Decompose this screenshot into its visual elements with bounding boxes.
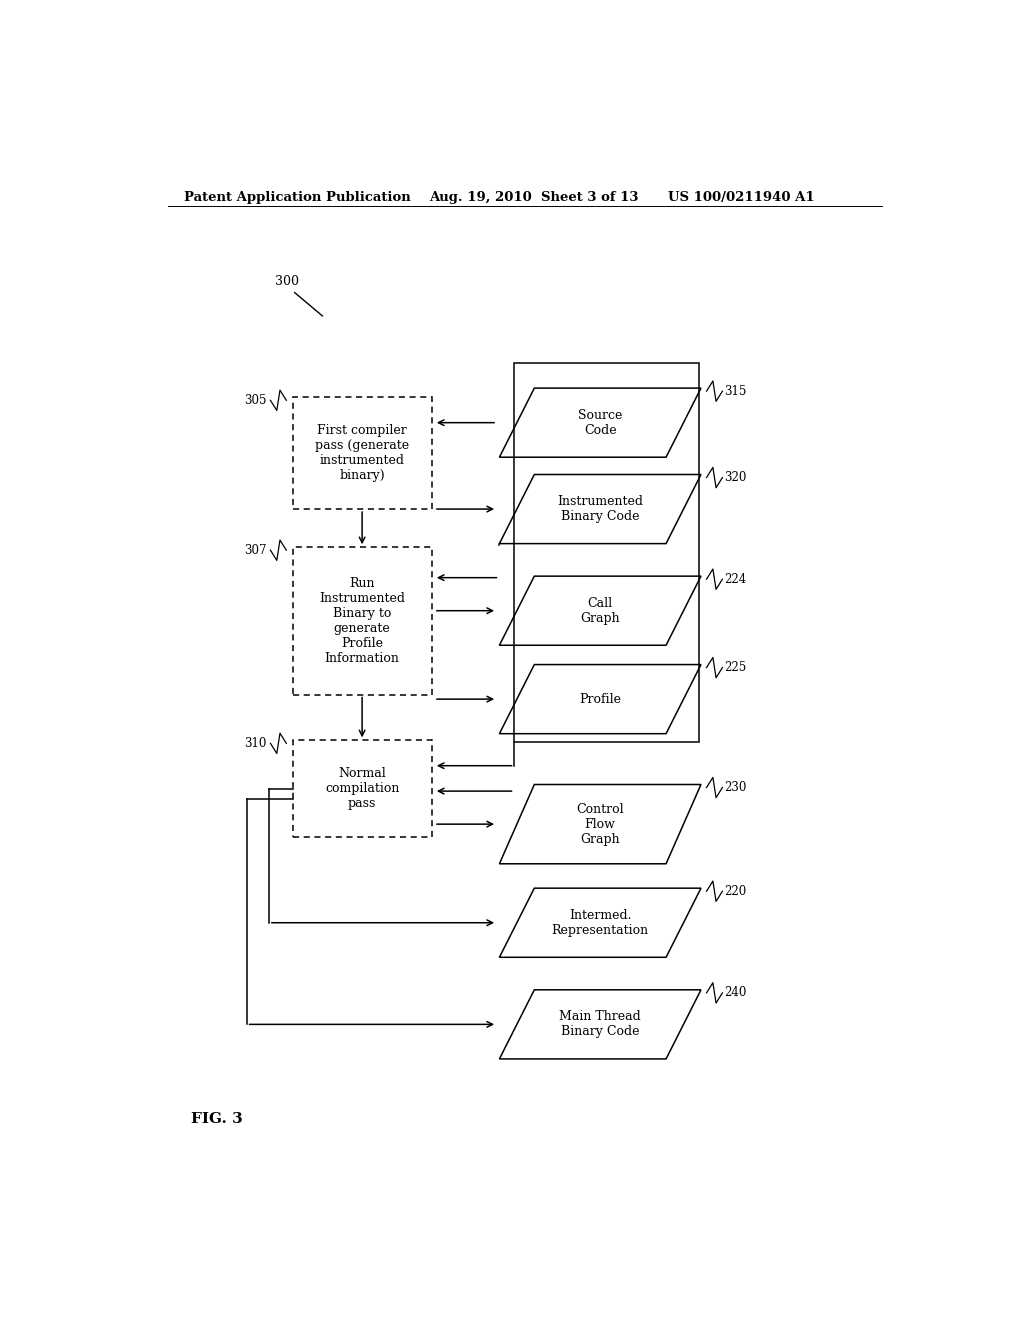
Text: Intermed.
Representation: Intermed. Representation bbox=[552, 908, 649, 937]
Text: 307: 307 bbox=[244, 544, 266, 557]
Bar bbox=[293, 741, 431, 837]
Text: 240: 240 bbox=[724, 986, 746, 999]
Text: Patent Application Publication: Patent Application Publication bbox=[183, 190, 411, 203]
Text: 224: 224 bbox=[724, 573, 746, 586]
Polygon shape bbox=[500, 664, 701, 734]
Text: Control
Flow
Graph: Control Flow Graph bbox=[577, 803, 624, 846]
Text: 320: 320 bbox=[724, 471, 746, 484]
Text: 315: 315 bbox=[724, 384, 746, 397]
Text: 225: 225 bbox=[724, 661, 746, 675]
Text: 220: 220 bbox=[724, 884, 746, 898]
Text: 305: 305 bbox=[244, 393, 266, 407]
Bar bbox=[293, 548, 431, 694]
Text: Profile: Profile bbox=[580, 693, 622, 706]
Text: 230: 230 bbox=[724, 781, 746, 795]
Text: Main Thread
Binary Code: Main Thread Binary Code bbox=[559, 1010, 641, 1039]
Polygon shape bbox=[500, 474, 701, 544]
Text: 310: 310 bbox=[244, 737, 266, 750]
Polygon shape bbox=[500, 888, 701, 957]
Text: 300: 300 bbox=[274, 276, 299, 289]
Text: US 100/0211940 A1: US 100/0211940 A1 bbox=[668, 190, 814, 203]
Text: Normal
compilation
pass: Normal compilation pass bbox=[325, 767, 399, 810]
Text: Source
Code: Source Code bbox=[578, 409, 623, 437]
Text: First compiler
pass (generate
instrumented
binary): First compiler pass (generate instrument… bbox=[315, 424, 410, 482]
Polygon shape bbox=[500, 576, 701, 645]
Bar bbox=[514, 363, 699, 742]
Polygon shape bbox=[500, 388, 701, 457]
Polygon shape bbox=[500, 990, 701, 1059]
Text: Call
Graph: Call Graph bbox=[581, 597, 620, 624]
Text: Run
Instrumented
Binary to
generate
Profile
Information: Run Instrumented Binary to generate Prof… bbox=[319, 577, 406, 665]
Polygon shape bbox=[500, 784, 701, 863]
Text: Instrumented
Binary Code: Instrumented Binary Code bbox=[557, 495, 643, 523]
Bar bbox=[293, 397, 431, 510]
Text: FIG. 3: FIG. 3 bbox=[191, 1111, 244, 1126]
Text: Aug. 19, 2010  Sheet 3 of 13: Aug. 19, 2010 Sheet 3 of 13 bbox=[430, 190, 639, 203]
